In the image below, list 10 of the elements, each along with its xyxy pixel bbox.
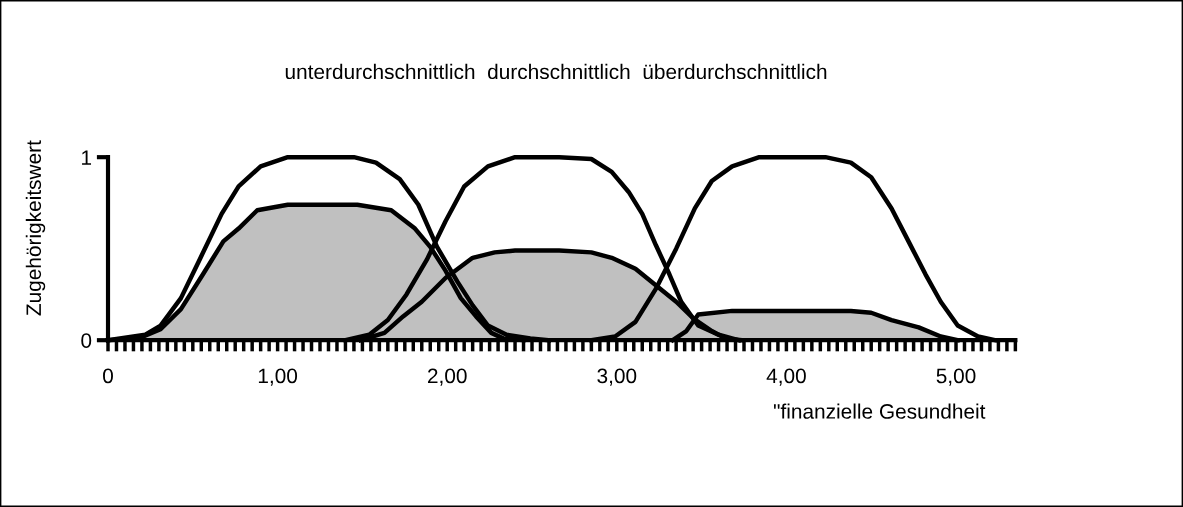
- x-tick-label: 3,00: [597, 368, 637, 386]
- x-tick-label: 4,00: [766, 368, 806, 386]
- x-tick-label: 5,00: [936, 368, 976, 386]
- x-axis-title: "finanzielle Gesundheit: [773, 403, 986, 419]
- x-tick-label: 1,00: [258, 368, 298, 386]
- x-tick-label: 2,00: [427, 368, 467, 386]
- chart-title: unterdurchschnittlich durchschnittlich überdurchschnittlich: [285, 63, 827, 80]
- y-axis-title: Zugehörigkeitswert: [25, 140, 46, 316]
- x-tick-label: 0: [103, 368, 113, 384]
- y-tick-label: 1: [82, 150, 92, 165]
